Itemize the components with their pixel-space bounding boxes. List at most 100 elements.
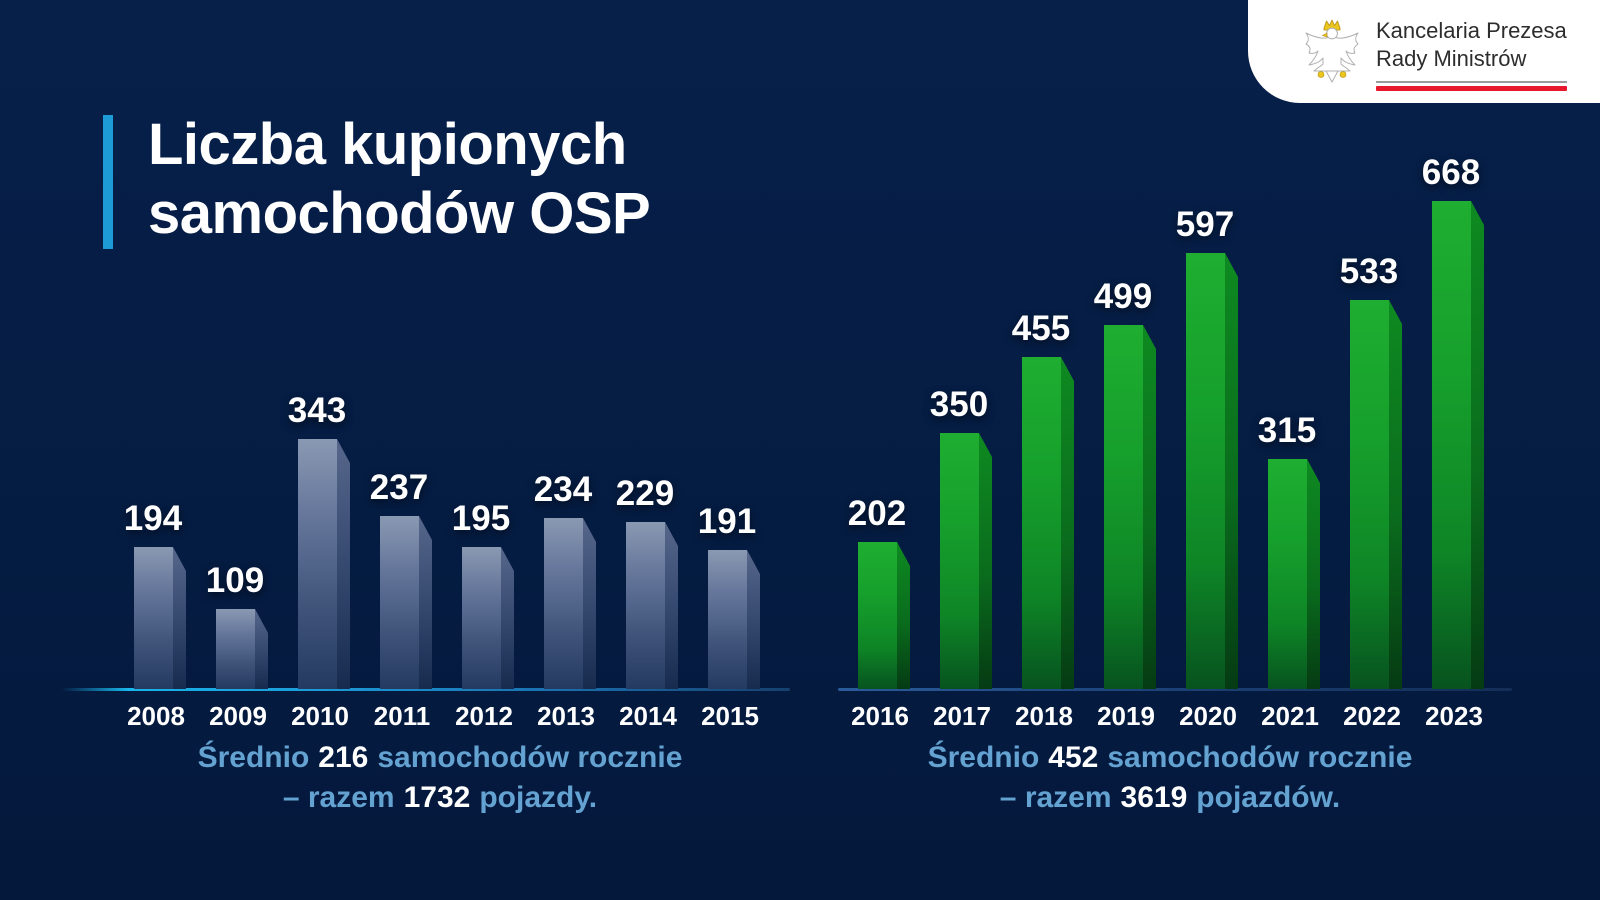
chart-2008-2015: 194 2008 109 2009 343 2010 237 2011 195 2012 234 20… — [62, 391, 790, 731]
bar-value-label: 343 — [287, 391, 347, 430]
logo-card: Kancelaria Prezesa Rady Ministrów — [1248, 0, 1600, 103]
bar-group-2022: 533 2022 — [1340, 252, 1402, 731]
bar-face — [1432, 201, 1471, 689]
bar-value-label: 195 — [451, 499, 511, 538]
bar-group-2017: 350 2017 — [930, 385, 992, 731]
bar-side-3d — [665, 522, 678, 689]
chart-2016-2023: 202 2016 350 2017 455 2018 499 2019 597 2020 315 20… — [838, 153, 1512, 731]
summary-mid: samochodów rocznie — [1107, 741, 1413, 774]
summary-lead: Średnio — [927, 741, 1040, 774]
bar-value-label: 597 — [1175, 205, 1235, 244]
year-label-2009: 2009 — [209, 701, 267, 731]
bar-group-2016: 202 2016 — [848, 494, 910, 731]
bar-face — [1104, 325, 1143, 689]
year-label-2019: 2019 — [1097, 701, 1155, 731]
year-label-2011: 2011 — [373, 701, 431, 731]
bar-face — [216, 609, 255, 689]
bar-face — [298, 439, 337, 689]
bar-group-2023: 668 2023 — [1422, 153, 1484, 731]
logo-org-line1: Kancelaria Prezesa — [1376, 17, 1567, 43]
bar-value-label: 109 — [205, 561, 265, 600]
summary-dash: – razem — [282, 781, 395, 814]
summary-dash: – razem — [999, 781, 1112, 814]
axis-line-left — [62, 688, 790, 691]
summary-lead: Średnio — [197, 741, 310, 774]
summary-line2: – razem 1732 pojazdy. — [120, 778, 760, 818]
year-label-2010: 2010 — [291, 701, 349, 731]
bar-side-3d — [1389, 300, 1402, 689]
year-label-2008: 2008 — [127, 701, 185, 731]
bar-face — [1350, 300, 1389, 689]
bar-face — [858, 542, 897, 689]
bar-group-2020: 597 2020 — [1176, 205, 1238, 731]
bar-group-2021: 315 2021 — [1258, 411, 1320, 731]
logo-org-line2: Rady Ministrów — [1376, 45, 1527, 71]
bar-side-3d — [583, 518, 596, 689]
axis-line-right — [838, 688, 1512, 691]
bar-side-3d — [979, 433, 992, 689]
bar-value-label: 668 — [1421, 153, 1481, 192]
bar-group-2010: 343 2010 — [288, 391, 350, 731]
bar-face — [940, 433, 979, 689]
bar-value-label: 499 — [1093, 277, 1153, 316]
bar-group-2009: 109 2009 — [206, 561, 268, 731]
bar-side-3d — [747, 550, 760, 689]
bar-side-3d — [1225, 253, 1238, 689]
summary-tail: pojazdów. — [1196, 781, 1341, 814]
year-label-2020: 2020 — [1179, 701, 1237, 731]
bar-face — [1268, 459, 1307, 689]
bar-side-3d — [501, 547, 514, 689]
year-label-2014: 2014 — [619, 701, 677, 731]
bar-side-3d — [897, 542, 910, 689]
summary-line1: Średnio 216 samochodów rocznie — [120, 738, 760, 778]
bar-group-2014: 229 2014 — [616, 474, 678, 731]
page-title-line2: samochodów OSP — [148, 181, 651, 246]
logo-gray-rule — [1376, 80, 1567, 83]
year-label-2013: 2013 — [537, 701, 595, 731]
summary-total: 3619 — [1120, 781, 1188, 814]
bar-value-label: 350 — [929, 385, 989, 424]
year-label-2015: 2015 — [701, 701, 759, 731]
bar-group-2012: 195 2012 — [452, 499, 514, 731]
summary-average: 216 — [318, 741, 369, 774]
logo-text: Kancelaria Prezesa Rady Ministrów — [1376, 13, 1567, 91]
bar-side-3d — [255, 609, 268, 689]
bar-group-2018: 455 2018 — [1012, 309, 1074, 731]
bar-face — [462, 547, 501, 689]
polish-eagle-icon — [1305, 19, 1359, 82]
bar-value-label: 315 — [1257, 411, 1317, 450]
summary-total: 1732 — [403, 781, 471, 814]
year-label-2012: 2012 — [455, 701, 513, 731]
summary-line1: Średnio 452 samochodów rocznie — [850, 738, 1490, 778]
bar-side-3d — [1471, 201, 1484, 689]
title-accent-bar — [103, 115, 113, 249]
summary-line2: – razem 3619 pojazdów. — [850, 778, 1490, 818]
year-label-2023: 2023 — [1425, 701, 1483, 731]
year-label-2017: 2017 — [933, 701, 991, 731]
title-block: Liczba kupionych samochodów OSP — [103, 110, 651, 249]
logo-red-rule — [1376, 85, 1567, 91]
summary-tail: pojazdy. — [479, 781, 598, 814]
bar-value-label: 455 — [1011, 309, 1071, 348]
bar-face — [1022, 357, 1061, 689]
bar-group-2008: 194 2008 — [124, 499, 186, 731]
bar-face — [1186, 253, 1225, 689]
bar-group-2011: 237 2011 — [370, 468, 432, 731]
page-title: Liczba kupionych samochodów OSP — [148, 110, 651, 249]
bar-group-2019: 499 2019 — [1094, 277, 1156, 731]
bar-value-label: 194 — [123, 499, 183, 538]
year-label-2018: 2018 — [1015, 701, 1073, 731]
bar-value-label: 229 — [615, 474, 675, 513]
bar-side-3d — [337, 439, 350, 689]
year-label-2021: 2021 — [1261, 701, 1319, 731]
bar-value-label: 202 — [847, 494, 907, 533]
summary-mid: samochodów rocznie — [377, 741, 683, 774]
bar-side-3d — [419, 516, 432, 689]
bar-face — [708, 550, 747, 689]
bar-face — [134, 547, 173, 689]
bar-side-3d — [1307, 459, 1320, 689]
bar-side-3d — [1061, 357, 1074, 689]
bar-face — [626, 522, 665, 689]
summary-2008-2015: Średnio 216 samochodów rocznie – razem 1… — [120, 738, 760, 818]
